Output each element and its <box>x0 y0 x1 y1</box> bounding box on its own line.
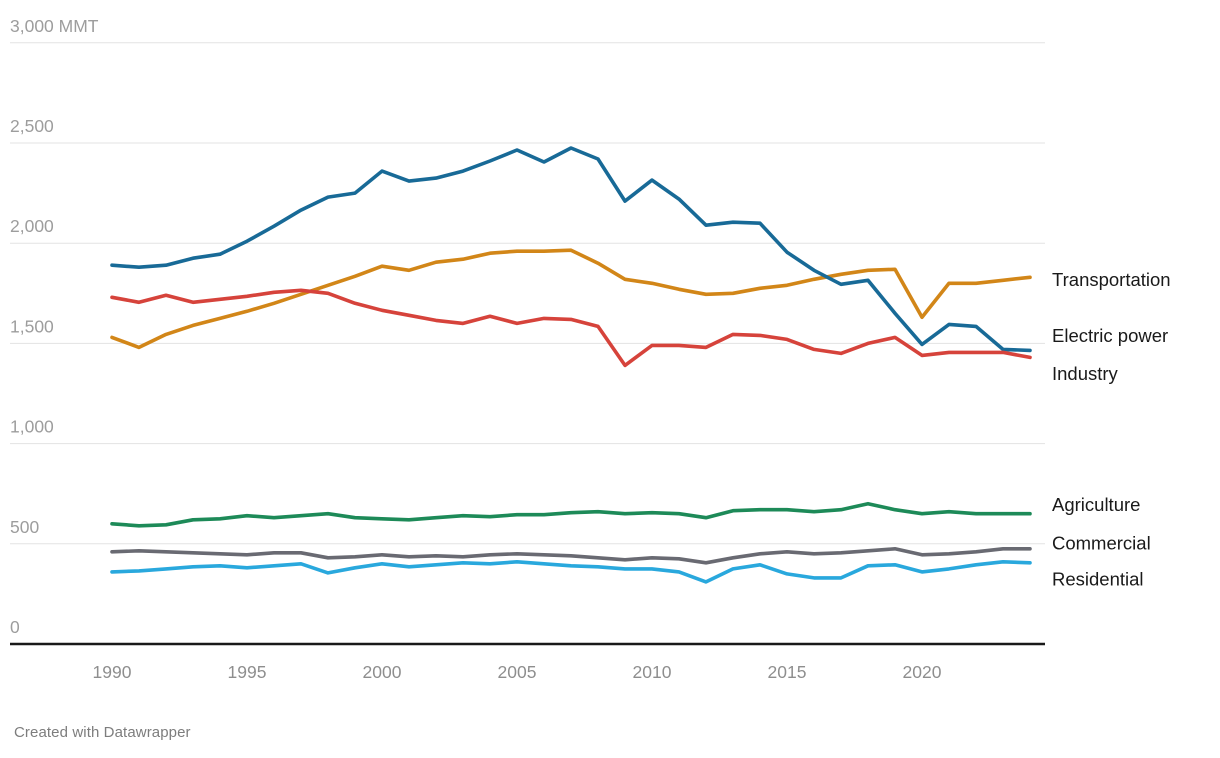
series-label-residential: Residential <box>1052 568 1144 589</box>
y-tick-label: 0 <box>10 617 20 637</box>
series-line-commercial <box>110 546 1032 565</box>
series-line-transportation <box>110 248 1032 350</box>
y-tick-label: 3,000 MMT <box>10 16 99 36</box>
series-line-industry <box>110 288 1032 368</box>
datawrapper-attribution: Created with Datawrapper <box>14 724 191 741</box>
series-line-agriculture <box>110 501 1032 528</box>
x-tick-label: 2010 <box>633 662 672 682</box>
x-tick-label: 2005 <box>498 662 537 682</box>
y-tick-label: 1,000 <box>10 417 54 437</box>
x-tick-label: 2000 <box>363 662 402 682</box>
series-label-industry: Industry <box>1052 363 1119 384</box>
y-tick-label: 2,000 <box>10 216 54 236</box>
y-tick-label: 1,500 <box>10 316 54 336</box>
series-label-commercial: Commercial <box>1052 532 1151 553</box>
series-label-agriculture: Agriculture <box>1052 494 1140 515</box>
x-tick-label: 1995 <box>228 662 267 682</box>
y-tick-label: 2,500 <box>10 116 54 136</box>
series-line-residential <box>110 559 1032 584</box>
x-tick-label: 2015 <box>768 662 807 682</box>
series-label-electric-power: Electric power <box>1052 325 1168 346</box>
y-tick-label: 500 <box>10 517 39 537</box>
x-tick-label: 2020 <box>903 662 942 682</box>
series-label-transportation: Transportation <box>1052 269 1171 290</box>
series-line-electric-power <box>110 146 1032 353</box>
x-tick-label: 1990 <box>93 662 132 682</box>
